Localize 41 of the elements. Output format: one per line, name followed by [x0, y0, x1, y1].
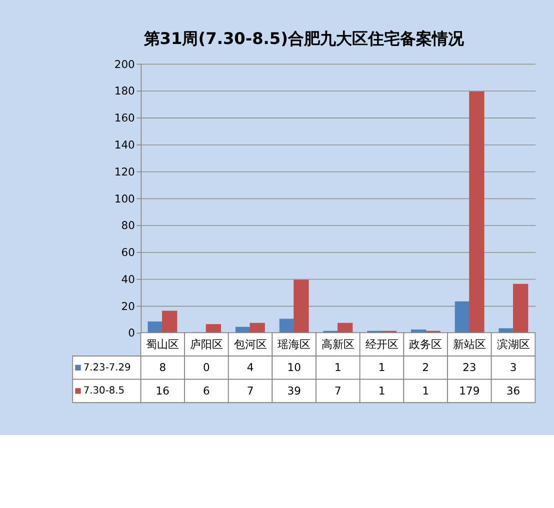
data-label: 39 [287, 384, 302, 398]
data-label: 7 [246, 384, 254, 398]
data-label: 7 [334, 384, 342, 398]
legend-label: 7.30-8.5 [83, 386, 125, 397]
data-label: 3 [510, 361, 517, 374]
y-tick-label: 20 [121, 300, 136, 313]
x-tick-label: 庐阳区 [190, 338, 223, 351]
x-tick-label: 滨湖区 [496, 338, 530, 351]
y-tick-label: 160 [114, 112, 136, 125]
data-label: 179 [459, 384, 480, 398]
data-label: 1 [378, 384, 386, 398]
x-tick-label: 蜀山区 [146, 338, 180, 351]
data-label: 10 [287, 361, 302, 374]
y-tick-label: 100 [114, 192, 136, 206]
data-label: 16 [156, 384, 170, 398]
y-tick-label: 0 [128, 326, 136, 340]
y-tick-label: 60 [121, 246, 136, 260]
x-tick-label: 新站区 [452, 338, 486, 351]
x-tick-label: 包河区 [234, 338, 267, 351]
y-tick-label: 40 [121, 272, 136, 286]
x-tick-label: 经开区 [365, 338, 398, 351]
data-label: 1 [334, 361, 342, 374]
data-label: 1 [378, 361, 386, 374]
data-label: 8 [159, 361, 166, 374]
chart-title: 第31周(7.30-8.5)合肥九大区住宅备案情况 [142, 29, 465, 48]
data-label: 4 [246, 361, 254, 374]
y-tick-label: 140 [114, 138, 136, 152]
legend-label: 7.23-7.29 [83, 362, 131, 374]
y-tick-label: 180 [114, 84, 136, 98]
data-label: 2 [422, 361, 430, 374]
x-tick-label: 瑶海区 [278, 338, 311, 351]
data-label: 36 [506, 384, 520, 398]
x-tick-label: 高新区 [321, 338, 354, 351]
data-label: 6 [203, 384, 210, 398]
y-tick-label: 200 [114, 58, 136, 71]
data-label: 1 [422, 384, 430, 398]
y-tick-label: 120 [114, 165, 136, 178]
y-tick-label: 80 [121, 219, 136, 232]
data-label: 23 [462, 361, 476, 374]
x-tick-label: 政务区 [409, 338, 442, 351]
data-label: 0 [203, 361, 210, 374]
